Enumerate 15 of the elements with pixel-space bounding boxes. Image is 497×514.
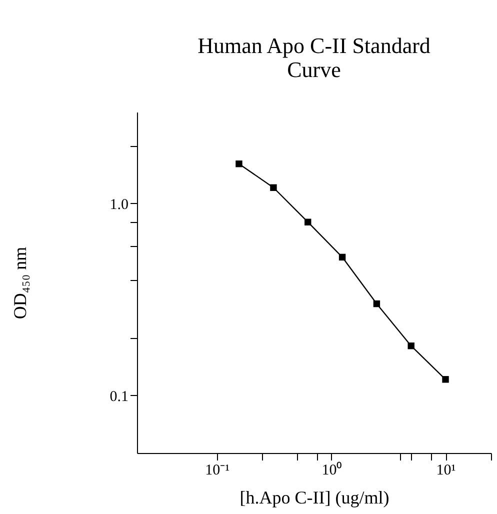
chart-title: Human Apo C-II Standard Curve	[198, 33, 430, 82]
point	[338, 254, 346, 261]
x-tick-label: 10¹	[436, 462, 456, 478]
point	[442, 376, 449, 383]
y-tick-label: 0.1	[110, 388, 128, 405]
x-tick-label: 10⁰	[322, 462, 342, 478]
point	[236, 160, 242, 168]
y-tick-label: 1.0	[110, 197, 128, 213]
x-axis-title: [h.Apo C-II] (ug/ml)	[240, 488, 390, 508]
point	[408, 342, 414, 350]
x-tick-label: 10⁻¹	[205, 462, 230, 478]
point	[270, 184, 277, 191]
point	[304, 218, 312, 226]
point	[373, 300, 380, 308]
y-axis-title: OD₄₅₀ nm	[10, 246, 30, 320]
